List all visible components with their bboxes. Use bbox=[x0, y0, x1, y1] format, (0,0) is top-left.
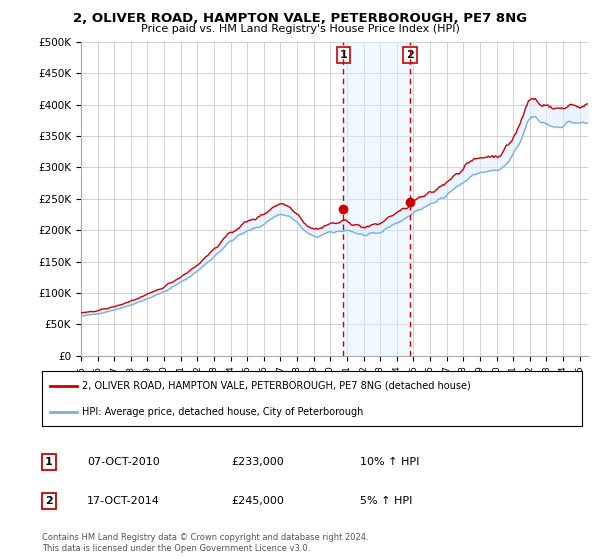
Text: Contains HM Land Registry data © Crown copyright and database right 2024.
This d: Contains HM Land Registry data © Crown c… bbox=[42, 533, 368, 553]
Text: HPI: Average price, detached house, City of Peterborough: HPI: Average price, detached house, City… bbox=[83, 407, 364, 417]
Text: 07-OCT-2010: 07-OCT-2010 bbox=[87, 457, 160, 467]
Text: 2: 2 bbox=[45, 496, 53, 506]
Text: 10% ↑ HPI: 10% ↑ HPI bbox=[360, 457, 419, 467]
Text: 1: 1 bbox=[45, 457, 53, 467]
Text: Price paid vs. HM Land Registry's House Price Index (HPI): Price paid vs. HM Land Registry's House … bbox=[140, 24, 460, 34]
Text: 2, OLIVER ROAD, HAMPTON VALE, PETERBOROUGH, PE7 8NG (detached house): 2, OLIVER ROAD, HAMPTON VALE, PETERBOROU… bbox=[83, 381, 471, 390]
Text: 2: 2 bbox=[406, 50, 414, 60]
Text: 5% ↑ HPI: 5% ↑ HPI bbox=[360, 496, 412, 506]
Text: 1: 1 bbox=[340, 50, 347, 60]
Text: 17-OCT-2014: 17-OCT-2014 bbox=[87, 496, 160, 506]
Text: 2, OLIVER ROAD, HAMPTON VALE, PETERBOROUGH, PE7 8NG: 2, OLIVER ROAD, HAMPTON VALE, PETERBOROU… bbox=[73, 12, 527, 25]
Bar bbox=[343, 42, 410, 356]
Text: £245,000: £245,000 bbox=[231, 496, 284, 506]
Text: £233,000: £233,000 bbox=[231, 457, 284, 467]
